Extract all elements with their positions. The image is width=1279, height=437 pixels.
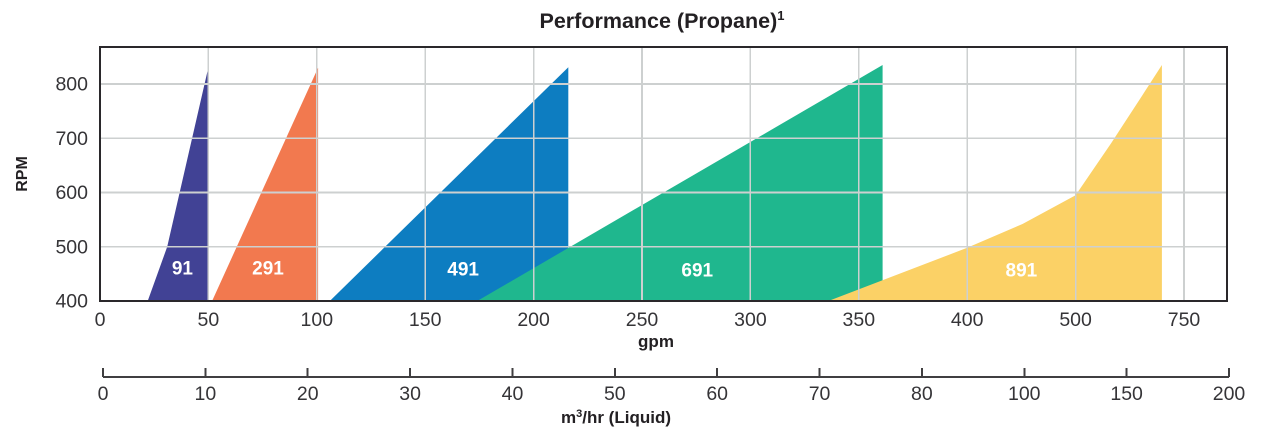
gpm-tick-label-350: 350 (843, 309, 876, 331)
m3hr-axis-label: m3/hr (Liquid) (561, 408, 671, 427)
gpm-tick-label-150: 150 (409, 309, 442, 331)
m3hr-tick-label-20: 20 (297, 383, 319, 405)
y-tick-label-700: 700 (55, 128, 88, 150)
m3hr-label-pre: m (561, 408, 576, 427)
series-label-91: 91 (172, 258, 194, 279)
m3hr-label-sup: 3 (576, 408, 582, 420)
gpm-tick-label-layer: 0 50 100 150 200 250 300 350 400 500 750 (95, 309, 1201, 331)
m3hr-tick-label-80: 80 (911, 383, 933, 405)
series-label-491: 491 (447, 259, 479, 280)
gpm-tick-label-300: 300 (734, 309, 767, 331)
m3hr-tick-label-10: 10 (195, 383, 217, 405)
gpm-tick-label-200: 200 (517, 309, 550, 331)
y-tick-label-layer: 400 500 600 700 800 (55, 74, 88, 313)
plot-frame (98, 45, 1229, 303)
m3hr-tick-label-60: 60 (706, 383, 728, 405)
area-polygon-691 (477, 65, 883, 301)
gpm-tick-label-100: 100 (301, 309, 334, 331)
m3hr-tick-label-70: 70 (809, 383, 831, 405)
m3hr-tick-label-30: 30 (399, 383, 421, 405)
chart-title-footnote-marker: 1 (777, 8, 784, 23)
area-series-layer (147, 65, 1162, 301)
m3hr-axis-layer: 0 10 20 30 40 50 60 70 80 100 150 200 (98, 368, 1246, 405)
gridline-layer (100, 47, 1227, 301)
m3hr-tick-label-100: 100 (1008, 383, 1041, 405)
y-tick-label-600: 600 (55, 182, 88, 204)
area-polygon-891 (828, 65, 1162, 301)
y-axis-label: RPM (14, 156, 31, 192)
gpm-tick-label-250: 250 (626, 309, 659, 331)
gpm-tick-label-400: 400 (951, 309, 984, 331)
y-tick-label-500: 500 (55, 236, 88, 258)
m3hr-tick-label-150: 150 (1110, 383, 1143, 405)
m3hr-tick-label-0: 0 (98, 383, 109, 405)
gpm-tick-label-750: 750 (1168, 309, 1201, 331)
chart-title: Performance (Propane)1 (540, 8, 785, 33)
m3hr-label-post: /hr (Liquid) (582, 408, 671, 427)
gpm-tick-label-0: 0 (95, 309, 106, 331)
plot-frame-layer (98, 45, 1229, 303)
m3hr-tick-label-50: 50 (604, 383, 626, 405)
y-tick-label-400: 400 (55, 291, 88, 313)
area-polygon-491 (329, 67, 569, 301)
m3hr-tick-label-40: 40 (502, 383, 524, 405)
area-polygon-291 (212, 67, 319, 301)
chart-title-main: Performance (Propane) (540, 9, 778, 33)
y-tick-label-800: 800 (55, 74, 88, 96)
gpm-axis-label: gpm (638, 332, 674, 351)
series-label-291: 291 (252, 258, 284, 279)
area-polygon-91 (147, 67, 209, 301)
gpm-tick-label-500: 500 (1059, 309, 1092, 331)
m3hr-tick-label-200: 200 (1213, 383, 1246, 405)
series-label-891: 891 (1006, 261, 1038, 282)
series-label-691: 691 (681, 261, 713, 282)
gpm-tick-label-50: 50 (198, 309, 220, 331)
series-label-layer: 91 291 491 691 891 (172, 258, 1038, 281)
